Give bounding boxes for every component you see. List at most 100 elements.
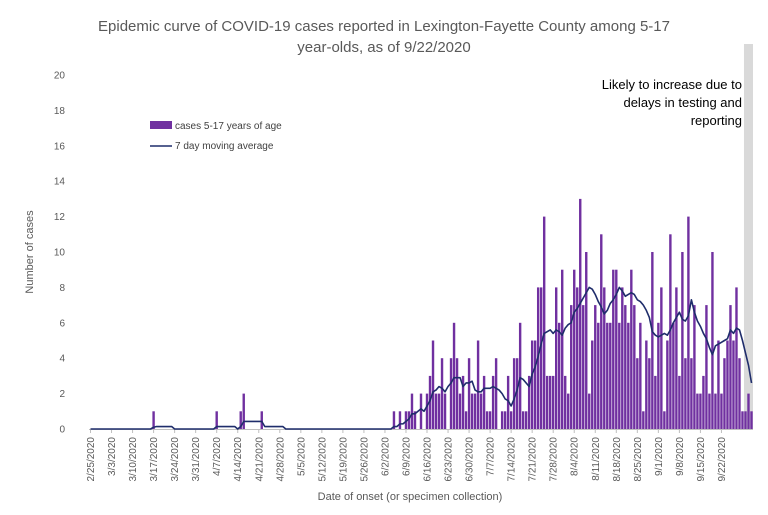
case-bar — [702, 375, 705, 429]
case-bar — [648, 358, 651, 429]
y-tick-label: 16 — [54, 141, 66, 152]
case-bar — [669, 234, 672, 429]
case-bar — [582, 305, 585, 429]
case-bar — [431, 340, 435, 429]
case-bar — [747, 393, 750, 429]
case-bar — [413, 411, 417, 429]
x-tick-label: 5/26/2020 — [359, 437, 370, 482]
case-bar — [600, 234, 603, 429]
case-bar — [561, 269, 564, 429]
x-axis-ticks: 2/25/2020 3/3/2020 3/10/2020 3/17/2020 3/24/… — [86, 429, 728, 482]
x-tick-label: 6/30/2020 — [465, 437, 476, 482]
case-bar — [750, 411, 753, 429]
legend-swatch-cases — [150, 121, 172, 129]
legend: cases 5-17 years of age 7 day moving ave… — [150, 121, 282, 152]
case-bar — [425, 393, 429, 429]
x-tick-label: 4/14/2020 — [233, 437, 244, 482]
case-bar — [684, 358, 687, 429]
case-bar — [567, 393, 570, 429]
case-bar — [455, 358, 459, 429]
case-bar — [675, 287, 678, 429]
case-bar — [579, 198, 582, 429]
x-tick-label: 8/4/2020 — [570, 437, 581, 476]
y-tick-label: 12 — [54, 212, 66, 223]
case-bar — [518, 322, 522, 429]
x-tick-label: 7/28/2020 — [549, 437, 560, 482]
case-bar — [539, 287, 543, 429]
case-bar — [443, 393, 447, 429]
case-bar — [458, 393, 462, 429]
case-bar — [570, 305, 573, 429]
case-bar — [419, 393, 423, 429]
case-bar — [500, 411, 504, 429]
x-tick-label: 6/16/2020 — [423, 437, 434, 482]
case-bar — [609, 322, 612, 429]
case-bar — [612, 269, 615, 429]
case-bar — [464, 411, 468, 429]
case-bar — [509, 411, 513, 429]
case-bar — [696, 393, 699, 429]
case-bar — [678, 375, 681, 429]
case-bar — [591, 340, 594, 429]
case-bar — [660, 287, 663, 429]
case-bar — [690, 358, 693, 429]
y-tick-label: 18 — [54, 106, 66, 117]
case-bar — [491, 375, 495, 429]
y-axis-ticks: 0 2 4 6 8 10 12 14 16 18 20 — [54, 71, 66, 436]
x-tick-label: 7/21/2020 — [528, 437, 539, 482]
case-bar — [527, 375, 531, 429]
x-tick-label: 3/31/2020 — [191, 437, 202, 482]
case-bar — [651, 252, 654, 429]
y-tick-label: 2 — [59, 389, 65, 400]
bar-series — [152, 198, 753, 429]
case-bar — [633, 305, 636, 429]
case-bar — [467, 358, 471, 429]
case-bar — [693, 305, 696, 429]
case-bar — [215, 411, 218, 429]
case-bar — [530, 340, 534, 429]
case-bar — [485, 411, 489, 429]
case-bar — [533, 340, 537, 429]
case-bar — [407, 411, 411, 429]
x-tick-label: 7/14/2020 — [507, 437, 518, 482]
case-bar — [681, 252, 684, 429]
case-bar — [729, 305, 732, 429]
case-bar — [630, 269, 633, 429]
case-bar — [714, 393, 717, 429]
case-bar — [503, 411, 507, 429]
case-bar — [392, 411, 396, 429]
x-tick-label: 4/7/2020 — [212, 437, 223, 476]
case-bar — [621, 287, 624, 429]
y-tick-label: 14 — [54, 177, 66, 188]
x-tick-label: 6/2/2020 — [380, 437, 391, 476]
case-bar — [239, 411, 242, 429]
x-tick-label: 3/10/2020 — [128, 437, 139, 482]
x-tick-label: 8/25/2020 — [633, 437, 644, 482]
case-bar — [594, 305, 597, 429]
case-bar — [672, 322, 675, 429]
case-bar — [548, 375, 552, 429]
case-bar — [585, 252, 588, 429]
case-bar — [398, 411, 402, 429]
x-tick-label: 9/22/2020 — [717, 437, 728, 482]
case-bar — [627, 322, 630, 429]
case-bar — [564, 375, 567, 429]
case-bar — [512, 358, 516, 429]
x-tick-label: 2/25/2020 — [86, 437, 97, 482]
legend-label-cases: cases 5-17 years of age — [175, 121, 282, 132]
case-bar — [515, 358, 519, 429]
x-tick-label: 3/3/2020 — [107, 437, 118, 476]
x-tick-label: 6/9/2020 — [401, 437, 412, 476]
case-bar — [494, 358, 498, 429]
case-bar — [741, 411, 744, 429]
case-bar — [542, 216, 546, 429]
case-bar — [717, 340, 720, 429]
case-bar — [410, 393, 414, 429]
moving-average-line — [90, 286, 753, 430]
case-bar — [624, 305, 627, 429]
x-tick-label: 3/24/2020 — [170, 437, 181, 482]
y-tick-label: 10 — [54, 248, 66, 259]
case-bar — [588, 393, 591, 429]
case-bar — [666, 340, 669, 429]
case-bar — [723, 358, 726, 429]
